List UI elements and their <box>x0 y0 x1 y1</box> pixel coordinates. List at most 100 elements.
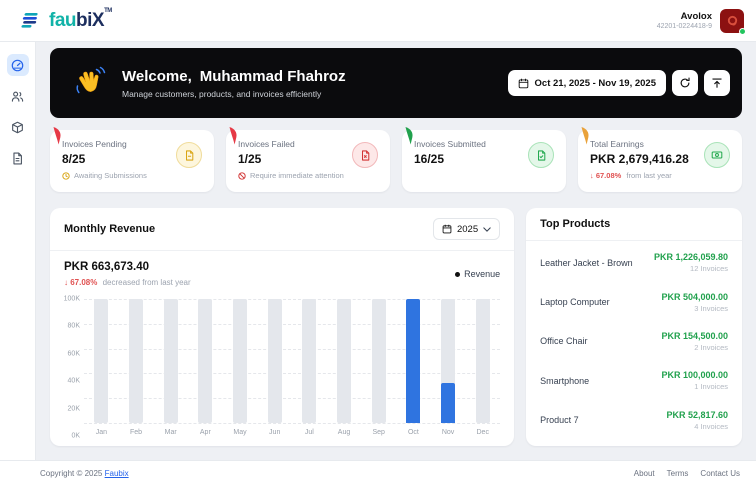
brand[interactable]: faubiXTM <box>12 8 112 32</box>
wave-hand-icon <box>72 66 106 100</box>
product-amount: PKR 154,500.00 <box>661 330 728 341</box>
x-axis-label: Oct <box>407 429 419 436</box>
x-axis-label: Feb <box>129 429 143 436</box>
product-name: Office Chair <box>540 336 588 347</box>
divider <box>526 240 742 241</box>
online-status-dot <box>739 27 746 35</box>
bar-track <box>371 299 386 423</box>
failed-invoice-icon <box>361 149 369 161</box>
product-row[interactable]: Smartphone PKR 100,000.00 1 Invoices <box>540 370 728 391</box>
gridline <box>84 348 501 350</box>
stat-icon-circle <box>704 142 730 168</box>
y-axis-tick: 0K <box>71 432 80 440</box>
year-select-button[interactable]: 2025 <box>432 218 501 240</box>
stat-value: 16/25 <box>414 152 445 166</box>
product-row[interactable]: Leather Jacket - Brown PKR 1,226,059.80 … <box>540 252 728 273</box>
bar-slot <box>361 299 396 423</box>
sidebar-item-products[interactable] <box>7 116 29 138</box>
stat-card[interactable]: Invoices Submitted 16/25 <box>402 127 566 192</box>
year-label: 2025 <box>456 223 479 235</box>
y-axis-tick: 40K <box>67 377 80 385</box>
product-row[interactable]: Laptop Computer PKR 504,000.00 3 Invoice… <box>540 292 728 313</box>
date-range-label: Oct 21, 2025 - Nov 19, 2025 <box>534 77 656 89</box>
stat-card[interactable]: Invoices Pending 8/25 Awaiting Submissio… <box>50 127 214 192</box>
footer-link-terms[interactable]: Terms <box>666 469 689 478</box>
products-title: Top Products <box>540 218 611 230</box>
product-amount: PKR 504,000.00 <box>661 291 728 302</box>
bar-track <box>302 299 317 423</box>
avatar[interactable] <box>720 8 746 35</box>
chart-x-axis: Jan Feb Mar Apr May Jun Jul Aug Sep Oct Nov Dec <box>84 429 500 436</box>
bar-slot <box>292 299 327 423</box>
bar-slot <box>119 299 154 423</box>
change-down-arrow-icon: ↓ <box>590 171 594 180</box>
stat-icon-circle <box>352 142 378 168</box>
stat-value: 8/25 <box>62 152 86 166</box>
stat-value: PKR 2,679,416.28 <box>590 152 689 166</box>
bar-slot <box>465 299 500 423</box>
user-name: Avolox <box>680 11 712 22</box>
calendar-icon <box>442 224 452 234</box>
user-menu[interactable]: Avolox 42201-0224418-9 <box>657 8 746 35</box>
products-header: Top Products <box>526 208 742 240</box>
stat-status: Require immediate attention <box>238 171 378 180</box>
footer-brand-link[interactable]: Faubix <box>104 469 129 478</box>
export-button[interactable] <box>704 70 730 96</box>
product-stats: PKR 504,000.00 3 Invoices <box>661 292 728 313</box>
footer-link-contact[interactable]: Contact Us <box>700 469 740 478</box>
top-products-card: Top Products Leather Jacket - Brown PKR … <box>526 208 742 446</box>
gridline <box>84 423 501 424</box>
welcome-text: Welcome, Muhammad Fhahroz Manage customer… <box>122 68 346 99</box>
stat-card[interactable]: Invoices Failed 1/25 Require immediate a… <box>226 127 390 192</box>
stat-status: Awaiting Submissions <box>62 171 202 180</box>
product-row[interactable]: Product 7 PKR 52,817.60 4 Invoices <box>540 410 728 431</box>
sidebar-item-customers[interactable] <box>7 85 29 107</box>
bar-slot <box>153 299 188 423</box>
bar-track <box>267 299 282 423</box>
dashboard-icon <box>11 59 24 71</box>
corner-ribbon-icon <box>228 127 239 146</box>
product-stats: PKR 154,500.00 2 Invoices <box>661 331 728 352</box>
sidebar <box>0 42 36 460</box>
date-range-button[interactable]: Oct 21, 2025 - Nov 19, 2025 <box>507 70 666 96</box>
revenue-summary: PKR 663,673.40 ↓ 67.08% decreased from l… <box>50 251 514 291</box>
product-name: Laptop Computer <box>540 297 610 308</box>
product-invoice-count: 4 Invoices <box>694 421 728 431</box>
refresh-button[interactable] <box>672 70 698 96</box>
chart-plot-column: Jan Feb Mar Apr May Jun Jul Aug Sep Oct Nov Dec <box>84 299 501 436</box>
x-axis-label: May <box>233 429 247 436</box>
bar-revenue[interactable] <box>406 299 421 423</box>
revenue-chart: 100K 80K 60K 40K 20K 0K Jan Feb Mar Apr May Jun Jul… <box>50 291 514 446</box>
x-axis-label: Nov <box>441 429 455 436</box>
bar-revenue[interactable] <box>441 383 456 423</box>
revenue-total: PKR 663,673.40 <box>64 261 150 273</box>
chart-legend: Revenue <box>455 269 500 279</box>
x-axis-label: Jul <box>304 429 314 436</box>
footer-link-about[interactable]: About <box>633 469 655 478</box>
products-list: Leather Jacket - Brown PKR 1,226,059.80 … <box>526 241 742 446</box>
bar-slot <box>223 299 258 423</box>
sidebar-item-dashboard[interactable] <box>6 54 29 76</box>
product-amount: PKR 1,226,059.80 <box>653 252 728 263</box>
product-invoice-count: 3 Invoices <box>694 303 728 313</box>
change-down-arrow-icon: ↓ <box>64 278 68 287</box>
copyright-text: Copyright © 2025 <box>40 469 105 478</box>
change-note: from last year <box>626 171 672 180</box>
x-axis-label: Jan <box>95 429 107 436</box>
x-axis-label: Apr <box>199 429 211 436</box>
bar-slot <box>188 299 223 423</box>
product-row[interactable]: Office Chair PKR 154,500.00 2 Invoices <box>540 331 728 352</box>
chart-y-axis: 100K 80K 60K 40K 20K 0K <box>56 296 84 440</box>
revenue-change-note: decreased from last year <box>102 278 191 287</box>
bar-track <box>94 299 109 423</box>
bar-slot <box>84 299 119 423</box>
ban-icon <box>238 171 246 180</box>
product-amount: PKR 100,000.00 <box>661 370 728 381</box>
gridline <box>84 323 501 325</box>
stat-card[interactable]: Total Earnings PKR 2,679,416.28 ↓ 67.08%… <box>578 127 742 192</box>
brand-prefix: fau <box>49 9 77 31</box>
bar-slot <box>431 299 466 423</box>
welcome-title: Welcome, Muhammad Fhahroz <box>122 68 346 85</box>
product-name: Product 7 <box>540 415 579 426</box>
sidebar-item-invoices[interactable] <box>7 147 29 169</box>
